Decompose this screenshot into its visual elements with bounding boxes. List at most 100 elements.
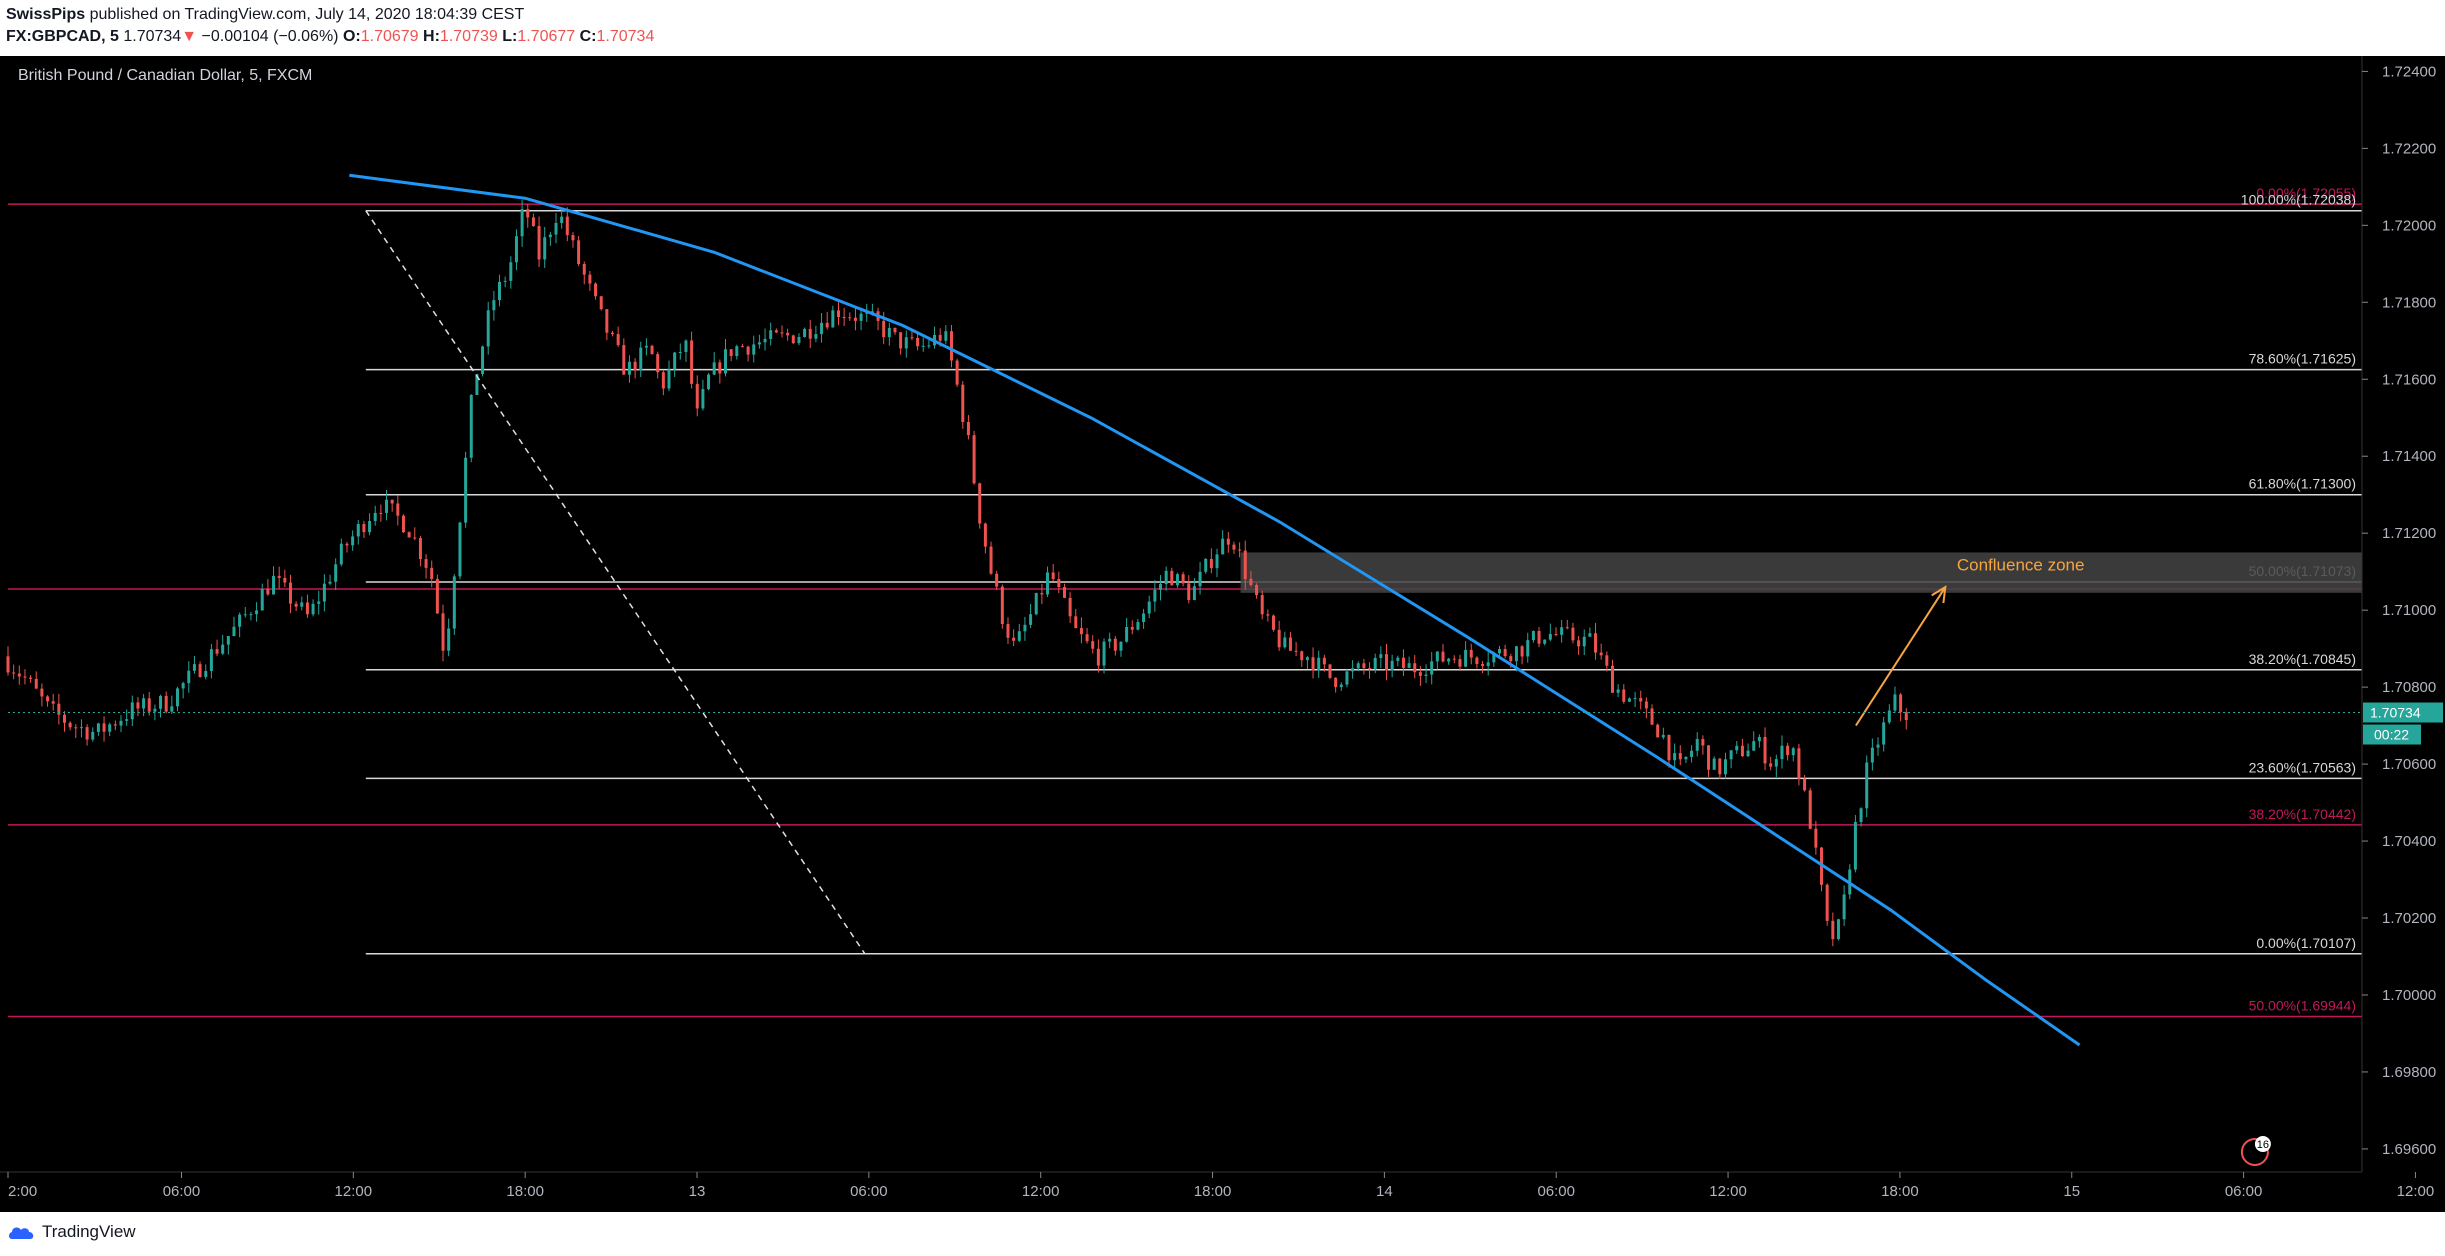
candle-body-280 [1588, 633, 1592, 637]
candle-body-158 [899, 332, 903, 349]
candle-body-10 [62, 714, 66, 723]
candle-body-251 [1424, 674, 1428, 676]
candle-body-298 [1690, 750, 1694, 757]
price-tick-label-10: 1.70400 [2382, 833, 2436, 850]
author-name[interactable]: SwissPips [6, 6, 86, 23]
candle-body-4 [29, 677, 33, 679]
low-label: L: [502, 28, 518, 45]
candle-body-163 [927, 345, 931, 347]
candle-body-208 [1181, 574, 1185, 584]
candle-body-270 [1531, 631, 1535, 641]
candle-body-170 [966, 421, 970, 436]
footer: TradingView [0, 1212, 2445, 1256]
candle-body-100 [571, 235, 575, 241]
candle-body-269 [1526, 640, 1530, 657]
candle-body-271 [1537, 631, 1541, 644]
price-tick-label-4: 1.71600 [2382, 371, 2436, 388]
projection-arrow-line [1855, 586, 1947, 727]
candle-body-50 [288, 582, 292, 604]
candle-body-246 [1396, 657, 1400, 661]
candle-body-64 [368, 521, 372, 533]
candle-body-25 [147, 698, 151, 712]
price-change: −0.00104 (−0.06%) [201, 28, 339, 45]
candle-body-143 [814, 334, 818, 339]
candle-body-107 [611, 332, 615, 335]
candle-body-289 [1639, 697, 1643, 702]
candle-body-297 [1684, 756, 1688, 760]
candle-body-189 [1074, 616, 1078, 629]
candle-body-226 [1283, 637, 1287, 648]
candle-body-166 [944, 331, 948, 341]
candle-body-254 [1441, 651, 1445, 662]
close-label: C: [579, 28, 597, 45]
low-value: 1.70677 [517, 28, 576, 45]
candle-body-272 [1543, 639, 1547, 644]
price-tick-label-14: 1.69600 [2382, 1141, 2436, 1158]
countdown-badge [2363, 724, 2421, 745]
candle-body-92 [526, 209, 530, 218]
candle-body-136 [774, 330, 778, 333]
candle-body-5 [34, 678, 38, 689]
candle-body-102 [582, 264, 586, 275]
candle-body-334 [1893, 694, 1897, 711]
candle-body-230 [1305, 657, 1309, 661]
candle-body-310 [1757, 736, 1761, 742]
fib-label-0: 100.00%(1.72038) [2241, 192, 2356, 208]
candle-body-52 [300, 602, 304, 607]
candle-body-223 [1266, 614, 1270, 616]
candle-body-184 [1046, 572, 1050, 595]
candle-body-67 [385, 499, 389, 513]
candle-body-227 [1288, 637, 1292, 651]
candle-body-305 [1729, 750, 1733, 760]
time-tick-label-7: 18:00 [1194, 1183, 1232, 1200]
last-price: 1.70734 [123, 28, 182, 45]
candle-body-336 [1904, 712, 1908, 721]
drawings [8, 173, 2362, 1047]
price-chart[interactable]: 0.00%(1.72055) 38.20%(1.70442) 50.00%(1.69… [0, 56, 2445, 1212]
candle-body-119 [678, 351, 682, 353]
candle-body-293 [1661, 734, 1665, 738]
price-tick-label-2: 1.72000 [2382, 217, 2436, 234]
candle-body-71 [407, 532, 411, 538]
candle-body-249 [1413, 663, 1417, 673]
candle-body-267 [1514, 646, 1518, 662]
candle-body-288 [1633, 697, 1637, 699]
candle-body-56 [322, 583, 326, 602]
candle-body-54 [311, 603, 315, 615]
candle-body-58 [334, 564, 338, 582]
candle-body-238 [1351, 668, 1355, 672]
close-value: 1.70734 [596, 28, 655, 45]
candle-body-13 [79, 727, 83, 729]
candle-body-45 [260, 588, 264, 611]
candle-body-1 [12, 672, 16, 674]
candle-body-86 [492, 300, 496, 311]
candle-body-234 [1328, 664, 1332, 678]
candle-body-329 [1865, 762, 1869, 809]
candle-body-31 [181, 683, 185, 689]
candle-body-212 [1204, 558, 1208, 572]
candle-body-262 [1486, 662, 1490, 666]
candle-body-53 [305, 602, 309, 615]
candle-body-179 [1017, 631, 1021, 641]
price-tick-label-9: 1.70600 [2382, 756, 2436, 773]
candle-body-176 [1000, 586, 1004, 625]
tradingview-cloud-icon [9, 1227, 34, 1239]
candle-body-80 [458, 522, 462, 577]
candle-body-93 [531, 217, 535, 227]
candle-body-21 [125, 719, 129, 721]
candle-body-168 [955, 360, 959, 385]
candle-body-113 [644, 345, 648, 348]
price-tick-label-6: 1.71200 [2382, 525, 2436, 542]
candle-body-247 [1401, 657, 1405, 668]
candle-body-87 [498, 281, 502, 301]
candle-body-216 [1226, 538, 1230, 545]
candle-body-147 [836, 310, 840, 318]
candle-body-112 [639, 347, 643, 371]
candle-body-256 [1452, 658, 1456, 660]
candle-body-68 [390, 499, 394, 504]
candle-body-277 [1571, 627, 1575, 641]
candle-body-315 [1786, 745, 1790, 756]
candle-body-185 [1051, 572, 1055, 580]
time-tick-label-1: 06:00 [163, 1183, 201, 1200]
tradingview-logo[interactable]: TradingView [8, 1222, 136, 1242]
